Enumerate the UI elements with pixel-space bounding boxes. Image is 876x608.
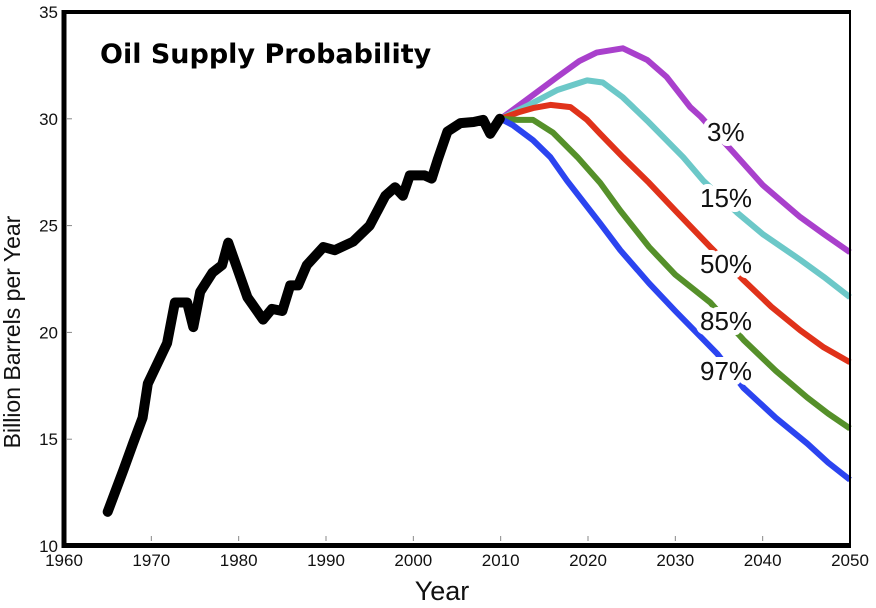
- y-tick-label: 25: [39, 217, 58, 236]
- chart-title: Oil Supply Probability: [100, 39, 432, 70]
- series-line-15pct: [499, 77, 852, 300]
- y-tick-label: 35: [39, 3, 58, 22]
- x-tick-label: 1970: [132, 551, 170, 570]
- series-line-85pct: [500, 115, 852, 431]
- x-tick-label: 2010: [482, 551, 520, 570]
- x-tick-label: 1960: [45, 551, 83, 570]
- x-tick-label: 2050: [831, 551, 869, 570]
- series-label-97pct: 97%: [700, 356, 752, 386]
- series-line-50pct: [499, 101, 852, 365]
- series-layer: [102, 45, 852, 517]
- plot-frame: [61, 10, 851, 548]
- x-tick-label: 2030: [656, 551, 694, 570]
- tick-layer: 1960 1970 1980 1990 2000 2010 2020 2030 2040 2050…: [39, 3, 869, 570]
- x-tick-label: 1980: [220, 551, 258, 570]
- y-tick-label: 20: [39, 323, 58, 342]
- x-tick-label: 2020: [569, 551, 607, 570]
- series-label-85pct: 85%: [700, 306, 752, 336]
- x-tick-label: 2040: [744, 551, 782, 570]
- x-axis-title: Year: [415, 576, 470, 606]
- series-line-3pct: [498, 45, 852, 255]
- series-line-97pct: [499, 116, 852, 483]
- y-axis-title: Billion Barrels per Year: [0, 215, 25, 448]
- series-label-3pct: 3%: [707, 117, 745, 147]
- series-label-layer: 3% 15% 50% 85% 97%: [695, 112, 757, 391]
- y-tick-label: 30: [39, 110, 58, 129]
- y-tick-label: 15: [39, 430, 58, 449]
- series-label-50pct: 50%: [700, 249, 752, 279]
- y-tick-label: 10: [39, 537, 58, 556]
- historical-series-line: [102, 113, 505, 517]
- x-tick-label: 2000: [394, 551, 432, 570]
- x-tick-label: 1990: [307, 551, 345, 570]
- series-label-15pct: 15%: [700, 183, 752, 213]
